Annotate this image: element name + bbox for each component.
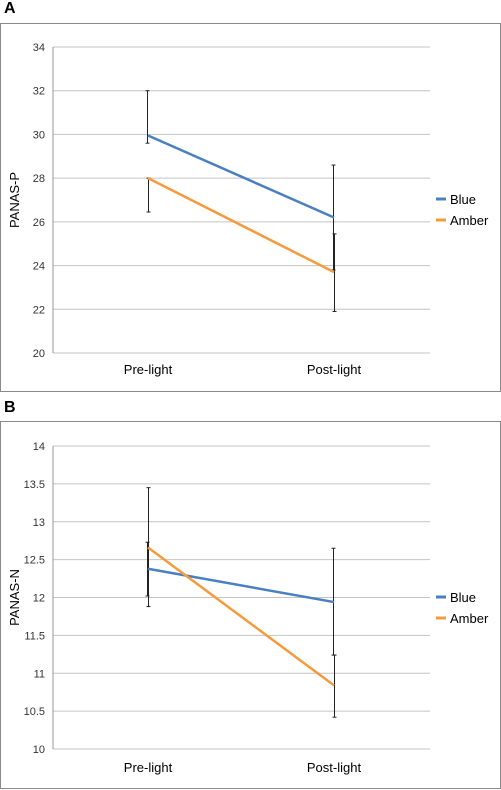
chart-b-x-tick-label-0: Pre-light — [124, 760, 173, 775]
chart-a-y-tick-label-3: 26 — [33, 217, 45, 229]
chart-b-y-tick-label-7: 13.5 — [24, 479, 45, 491]
chart-a-y-tick-label-6: 32 — [33, 86, 45, 98]
chart-a-x-tick-label-1: Post-light — [307, 362, 362, 377]
chart-b-y-tick-label-6: 13 — [33, 517, 45, 529]
panel-label-b: B — [4, 399, 16, 416]
chart-b-legend-label-amber: Amber — [450, 611, 489, 626]
chart-a-y-axis-label: PANAS-P — [7, 172, 22, 228]
chart-a-y-tick-label-4: 28 — [33, 173, 45, 185]
chart-a-y-tick-label-0: 20 — [33, 348, 45, 360]
chart-a-y-tick-label-2: 24 — [33, 261, 45, 273]
chart-b-y-axis-label: PANAS-N — [7, 569, 22, 626]
chart-b-y-tick-label-8: 14 — [33, 441, 45, 453]
chart-a-y-tick-label-7: 34 — [33, 42, 45, 54]
chart-b-y-tick-label-2: 11 — [34, 668, 45, 680]
chart-b-y-tick-label-0: 10 — [33, 744, 45, 756]
chart-b-y-tick-label-1: 10.5 — [24, 706, 45, 718]
chart-b-legend-label-blue: Blue — [450, 590, 476, 605]
chart-panel-a — [0, 23, 501, 392]
chart-a-legend-label-blue: Blue — [450, 192, 476, 207]
chart-a-x-tick-label-0: Pre-light — [124, 362, 173, 377]
chart-b-y-tick-label-5: 12.5 — [24, 555, 45, 567]
chart-b-x-tick-label-1: Post-light — [307, 760, 362, 775]
chart-b-y-tick-label-3: 11.5 — [24, 630, 45, 642]
panel-label-a: A — [4, 0, 16, 17]
chart-a-series-line-blue — [147, 134, 335, 219]
chart-a-legend-label-amber: Amber — [450, 213, 489, 228]
chart-a-y-tick-label-5: 30 — [33, 129, 45, 141]
chart-b-series-line-blue — [147, 567, 335, 604]
chart-a-series-line-amber — [147, 177, 335, 274]
chart-b-series-line-amber — [147, 546, 335, 687]
chart-panel-b — [0, 421, 501, 789]
chart-a-y-tick-label-1: 22 — [33, 304, 45, 316]
chart-b-y-tick-label-4: 12 — [33, 593, 45, 605]
